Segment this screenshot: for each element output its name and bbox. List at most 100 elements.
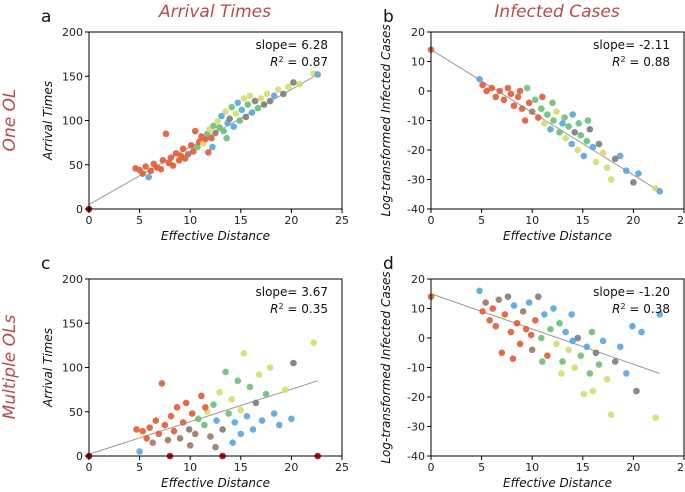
scatter-point	[248, 109, 256, 116]
scatter-point	[549, 99, 556, 107]
scatter-point	[553, 340, 560, 348]
scatter-point	[242, 113, 250, 121]
regression-line	[430, 293, 660, 374]
panel-letter: d	[383, 254, 394, 274]
y-tick-label: 10	[411, 303, 425, 316]
scatter-point	[252, 399, 260, 407]
scatter-point	[212, 443, 219, 451]
scatter-point	[208, 134, 215, 142]
scatter-point	[522, 325, 530, 333]
scatter-point	[518, 105, 526, 112]
scatter-point	[157, 165, 165, 173]
scatter-point	[136, 448, 143, 455]
y-tick-label: 150	[62, 70, 83, 83]
y-tick-label: 0	[76, 450, 83, 463]
scatter-point	[541, 120, 548, 127]
scatter-point	[237, 430, 245, 438]
x-tick-label: 15	[234, 461, 248, 474]
scatter-point	[240, 350, 248, 357]
scatter-point	[161, 421, 169, 429]
scatter-point	[534, 114, 542, 121]
scatter-point	[263, 90, 271, 98]
scatter-point	[266, 364, 274, 371]
scatter-point	[544, 352, 551, 360]
scatter-point	[170, 427, 178, 435]
scatter-point	[498, 349, 506, 357]
scatter-point	[162, 130, 170, 138]
scatter-point	[476, 287, 483, 295]
x-tick-label: 15	[576, 461, 590, 474]
scatter-point	[246, 383, 254, 391]
scatter-point	[258, 417, 266, 424]
scatter-point	[310, 339, 317, 347]
scatter-point	[583, 137, 591, 145]
scatter-point	[179, 145, 187, 153]
scatter-point	[516, 87, 524, 95]
scatter-point	[255, 371, 263, 378]
x-tick-label: 10	[525, 214, 539, 227]
scatter-point	[133, 426, 140, 433]
scatter-point	[228, 103, 235, 111]
scatter-point	[209, 143, 216, 151]
scatter-point	[231, 419, 239, 426]
scatter-point	[240, 95, 248, 102]
scatter-point	[262, 390, 270, 398]
scatter-point	[193, 143, 201, 151]
scatter-point	[584, 117, 592, 124]
scatter-point	[222, 368, 229, 376]
scatter-point	[489, 305, 497, 312]
scatter-point	[257, 95, 265, 102]
scatter-point	[202, 135, 209, 143]
x-tick-label: 20	[284, 461, 298, 474]
scatter-point	[616, 152, 624, 160]
scatter-point	[523, 84, 531, 92]
scatter-point	[139, 170, 146, 177]
column-title-infected-cases: Infected Cases	[494, 2, 620, 22]
scatter-point	[553, 108, 560, 115]
y-tick-label: 200	[62, 26, 83, 39]
scatter-point	[603, 164, 611, 171]
scatter-point	[488, 84, 496, 92]
scatter-point	[635, 170, 642, 177]
scatter-point	[583, 343, 591, 351]
y-tick-label: -10	[407, 362, 425, 375]
scatter-point	[580, 390, 588, 398]
scatter-point	[483, 87, 490, 95]
scatter-point	[314, 71, 322, 78]
y-tick-label: 20	[411, 26, 425, 39]
scatter-point	[188, 410, 196, 417]
scatter-point	[575, 120, 583, 127]
scatter-point	[569, 111, 576, 118]
x-axis-label: Effective Distance	[161, 476, 270, 490]
scatter-point	[580, 152, 588, 160]
scatter-point	[656, 311, 664, 318]
scatter-point	[565, 346, 572, 354]
scatter-point	[547, 325, 554, 333]
scatter-point	[541, 311, 548, 318]
scatter-point	[611, 358, 619, 365]
x-tick-label: 0	[428, 461, 435, 474]
scatter-point	[603, 376, 611, 383]
y-axis-label: Log-transformed Infected Cases	[379, 24, 393, 216]
scatter-point	[296, 80, 303, 88]
scatter-point	[539, 93, 546, 101]
x-tick-label: 15	[234, 214, 248, 227]
scatter-point	[219, 426, 226, 433]
scatter-point	[172, 149, 180, 157]
scatter-point	[568, 140, 575, 148]
y-tick-label: 0	[418, 332, 425, 345]
scatter-point	[482, 299, 489, 306]
scatter-point	[158, 380, 166, 387]
scatter-point	[629, 322, 636, 330]
scatter-point	[565, 123, 572, 130]
scatter-point	[556, 129, 563, 136]
scatter-point	[270, 92, 278, 100]
scatter-point	[504, 84, 512, 92]
x-tick-label: 0	[428, 214, 435, 227]
scatter-point	[176, 435, 184, 442]
scatter-point	[633, 387, 640, 395]
scatter-point	[155, 430, 163, 438]
scatter-point	[218, 112, 225, 120]
scatter-point	[525, 99, 533, 107]
scatter-point	[179, 419, 187, 426]
